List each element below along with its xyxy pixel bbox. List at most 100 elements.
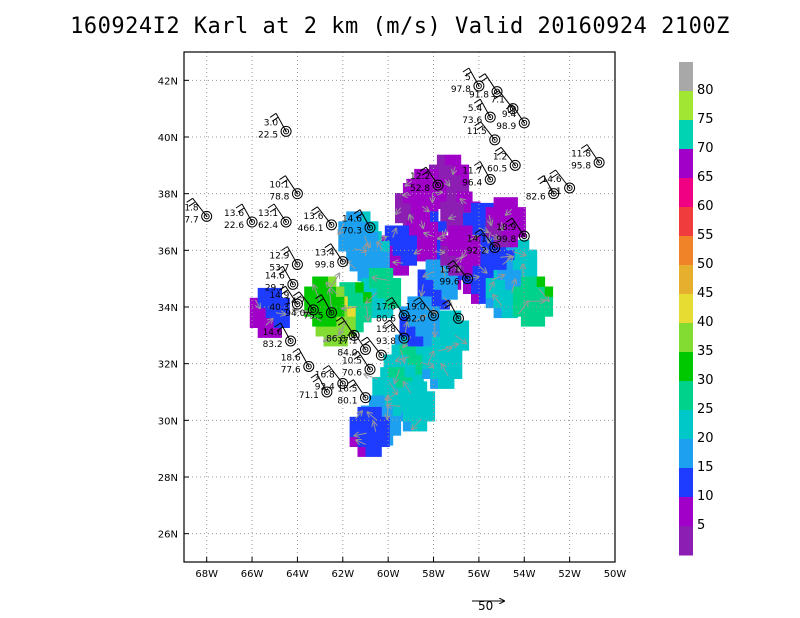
wind-cell — [402, 202, 412, 214]
wind-cell — [528, 249, 538, 260]
station-quality-label: 466.1 — [298, 224, 324, 234]
wind-barb-staff — [330, 243, 344, 262]
wind-arrow — [489, 214, 491, 225]
wind-cell — [336, 296, 345, 307]
wind-cell — [414, 251, 423, 262]
wind-cell — [426, 401, 436, 412]
wind-cell — [512, 306, 522, 317]
wind-cell — [415, 364, 424, 375]
wind-cell — [407, 316, 416, 327]
wind-arrow — [538, 288, 549, 301]
station-outer-ring — [325, 219, 337, 231]
wind-cell — [273, 287, 282, 299]
station-quality-label: 92.2 — [467, 247, 487, 257]
wind-barb-flag — [349, 383, 356, 389]
wind-arrow — [478, 265, 487, 273]
wind-cell — [415, 306, 424, 317]
wind-barb-flag — [310, 373, 318, 379]
wind-arrow — [438, 238, 447, 239]
wind-cell — [493, 278, 502, 289]
wind-arrow — [512, 280, 516, 293]
station-quality-label: 73.6 — [462, 116, 482, 126]
wind-cell — [402, 391, 412, 402]
wind-barb-flag — [505, 217, 513, 223]
wind-cell — [257, 297, 267, 309]
wind-cell — [448, 225, 457, 236]
wind-cell — [456, 255, 465, 266]
wind-cell — [478, 273, 488, 285]
wind-cell — [380, 377, 389, 388]
station-inner-ring — [283, 219, 290, 225]
colorbar-swatch — [679, 323, 693, 353]
wind-arrow — [406, 181, 413, 186]
station-outer-ring — [518, 117, 530, 129]
station-marker — [361, 336, 387, 361]
wind-cell — [430, 348, 439, 360]
wind-cell — [460, 174, 470, 185]
wind-arrow — [339, 319, 348, 334]
wind-cell — [384, 278, 394, 289]
wind-cell — [452, 154, 462, 166]
wind-cell — [482, 249, 491, 260]
wind-cell — [376, 307, 386, 319]
wind-cell — [376, 278, 386, 289]
colorbar-label: 20 — [697, 431, 714, 446]
wind-cell — [346, 241, 355, 252]
station-inner-ring — [521, 119, 528, 126]
wind-barb-flag — [447, 260, 454, 266]
wind-arrow — [491, 275, 504, 281]
wind-arrow — [354, 411, 362, 420]
wind-cell — [493, 287, 502, 299]
wind-barb-flag — [326, 247, 334, 253]
colorbar-label: 80 — [697, 83, 714, 98]
wind-arrow — [437, 348, 451, 351]
wind-barb-flag — [419, 166, 427, 172]
wind-arrow — [491, 235, 498, 239]
station-speed-label: 12.9 — [269, 252, 289, 262]
lon-tick-label: 54W — [513, 569, 536, 580]
station-marker: 18.9 99.8 — [496, 217, 530, 245]
wind-cell — [370, 221, 379, 232]
wind-cell — [395, 391, 404, 402]
wind-cell — [422, 241, 431, 252]
station-quality-label: 96.4 — [462, 179, 482, 189]
station-outer-ring — [548, 188, 560, 200]
station-outer-ring — [364, 222, 376, 234]
station-speed-label: 17.1 — [337, 337, 357, 347]
lat-tick-label: 28N — [158, 473, 178, 484]
wind-cell — [430, 221, 439, 232]
wind-arrow — [363, 235, 370, 247]
wind-cell — [368, 278, 378, 289]
wind-arrow — [421, 206, 429, 211]
wind-cell — [426, 202, 436, 214]
wind-arrow — [368, 412, 378, 421]
wind-cell — [407, 364, 416, 375]
wind-cell — [517, 207, 526, 218]
wind-cell — [425, 259, 434, 270]
station-marker: 19.0 82.0 — [405, 297, 440, 325]
wind-barb-staff — [468, 67, 480, 87]
station-outer-ring — [398, 332, 410, 344]
wind-cell — [414, 168, 423, 180]
wind-cell — [418, 391, 428, 402]
wind-cell — [273, 297, 282, 309]
wind-barb-staff — [357, 351, 371, 370]
station-marker: 75.5 — [303, 294, 337, 322]
wind-cell — [452, 320, 462, 331]
wind-barb-staff — [419, 297, 434, 316]
wind-cell — [365, 426, 374, 438]
wind-arrow — [442, 364, 449, 377]
wind-barb-flag — [582, 148, 590, 153]
wind-cell — [438, 338, 447, 350]
wind-cell — [440, 255, 449, 266]
wind-cell — [354, 221, 363, 232]
wind-barb-flag — [292, 348, 300, 353]
wind-cell — [346, 221, 355, 232]
station-quality-label: 99.8 — [496, 235, 516, 245]
wind-barb-flag — [281, 179, 288, 185]
wind-cell — [347, 316, 356, 327]
wind-cell — [430, 368, 439, 379]
wind-cell — [355, 302, 364, 313]
wind-barb-staff — [511, 104, 525, 124]
colorbar-swatch — [679, 410, 693, 440]
